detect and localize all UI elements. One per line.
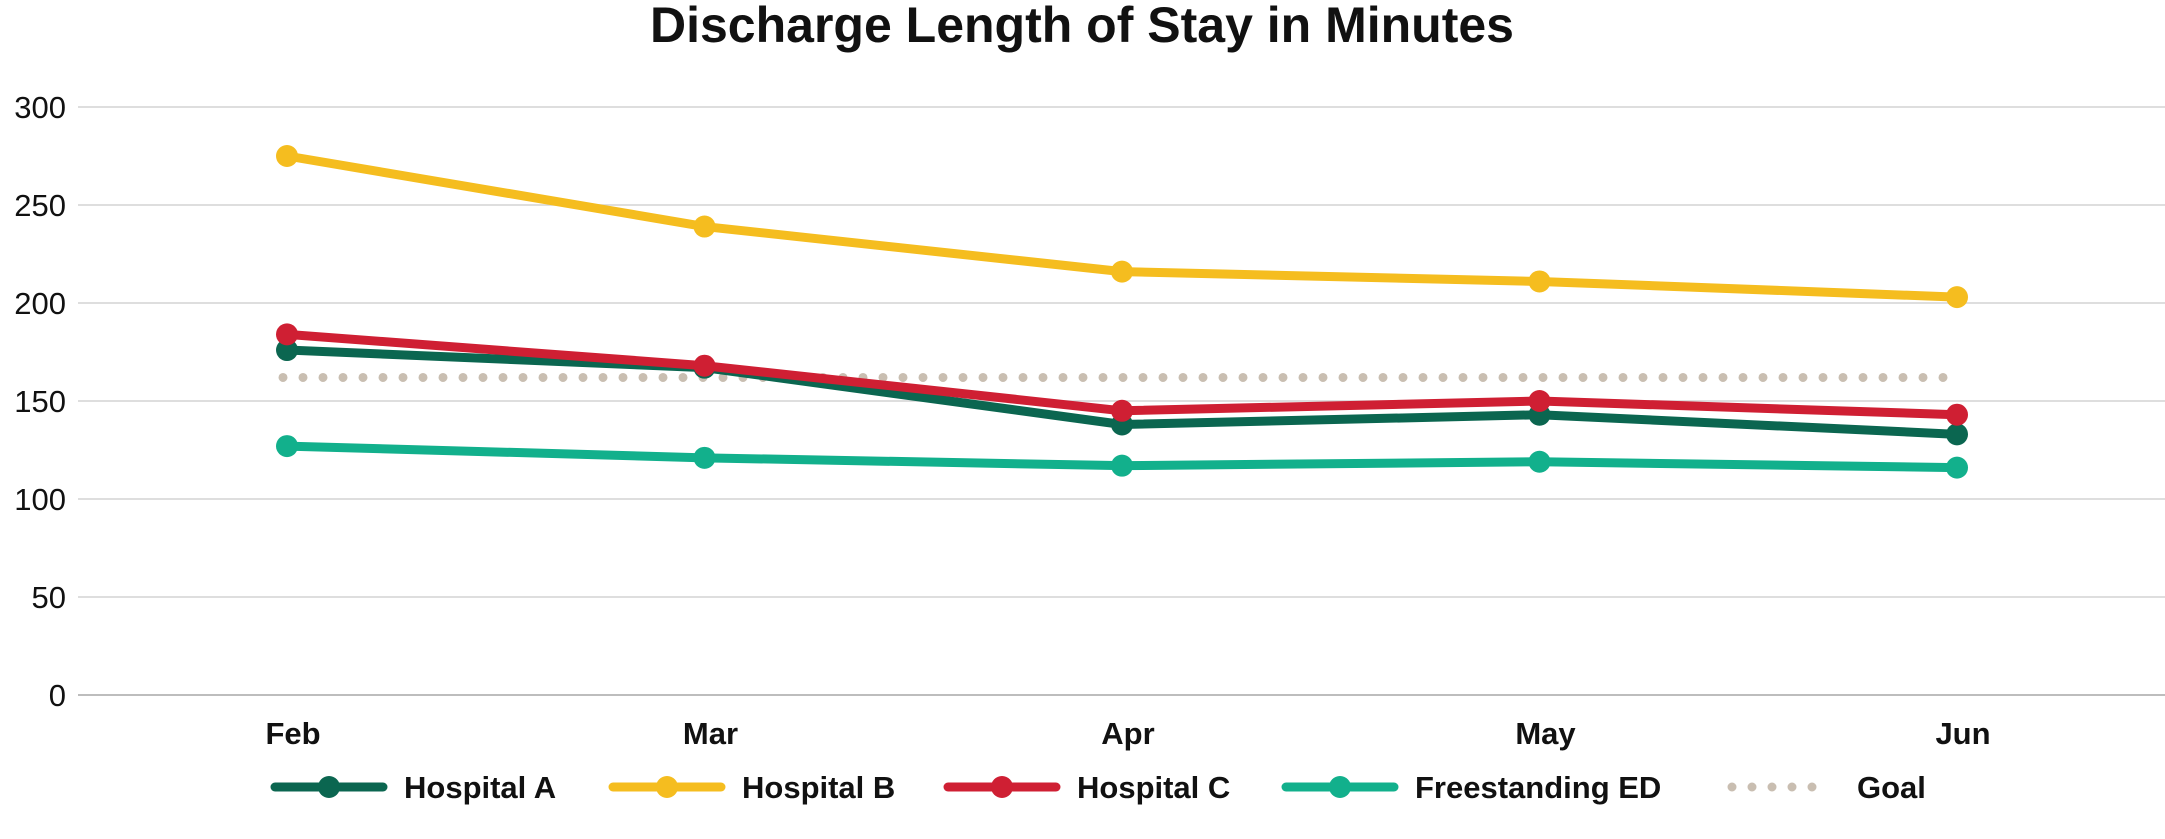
series-lines xyxy=(276,145,1968,479)
data-point xyxy=(276,339,298,362)
legend-label: Hospital C xyxy=(1077,770,1230,805)
x-axis: Feb Mar Apr May Jun xyxy=(265,716,1990,751)
data-point xyxy=(693,354,716,377)
series-hospital-c xyxy=(276,323,1968,426)
x-tick-label: May xyxy=(1515,716,1576,751)
data-point xyxy=(1111,260,1133,283)
y-tick-label: 0 xyxy=(49,678,66,713)
legend-item-freestanding-ed: Freestanding ED xyxy=(1281,770,1661,805)
data-point xyxy=(693,215,716,238)
series-freestanding-ed xyxy=(276,435,1968,479)
data-point xyxy=(1528,270,1551,293)
legend-label: Hospital B xyxy=(742,770,895,805)
legend-item-goal: Goal xyxy=(1727,770,1926,805)
x-tick-label: Jun xyxy=(1935,716,1990,751)
x-tick-label: Feb xyxy=(265,716,320,751)
y-tick-label: 300 xyxy=(14,90,66,125)
series-hospital-b xyxy=(276,145,1968,309)
y-tick-label: 100 xyxy=(14,482,66,517)
legend: Hospital A Hospital B Hospital C Freestandi… xyxy=(270,770,1926,805)
legend-marker xyxy=(318,776,340,798)
y-tick-label: 150 xyxy=(14,384,66,419)
legend-label: Freestanding ED xyxy=(1415,770,1661,805)
legend-marker xyxy=(656,776,678,798)
legend-marker xyxy=(1329,776,1351,798)
data-point xyxy=(1111,454,1133,477)
data-point xyxy=(1528,390,1551,412)
data-point xyxy=(1946,423,1968,446)
data-point xyxy=(276,323,298,346)
data-point xyxy=(276,145,298,167)
x-tick-label: Apr xyxy=(1101,716,1154,751)
data-point xyxy=(1946,456,1968,479)
legend-label: Hospital A xyxy=(404,770,556,805)
gridlines xyxy=(78,106,2165,696)
chart-title: Discharge Length of Stay in Minutes xyxy=(650,0,1514,53)
data-point xyxy=(1528,450,1551,473)
legend-label: Goal xyxy=(1857,770,1926,805)
y-axis: 0 50 100 150 200 250 300 xyxy=(14,90,66,713)
legend-marker xyxy=(991,776,1013,798)
data-point xyxy=(1946,403,1968,426)
data-point xyxy=(1111,399,1133,422)
data-point xyxy=(693,446,716,469)
legend-item-hospital-a: Hospital A xyxy=(270,770,556,805)
y-tick-label: 50 xyxy=(32,580,66,615)
y-tick-label: 200 xyxy=(14,286,66,321)
legend-item-hospital-c: Hospital C xyxy=(943,770,1230,805)
data-point xyxy=(1946,286,1968,309)
data-point xyxy=(276,435,298,458)
legend-item-hospital-b: Hospital B xyxy=(608,770,895,805)
x-tick-label: Mar xyxy=(683,716,738,751)
y-tick-label: 250 xyxy=(14,188,66,223)
